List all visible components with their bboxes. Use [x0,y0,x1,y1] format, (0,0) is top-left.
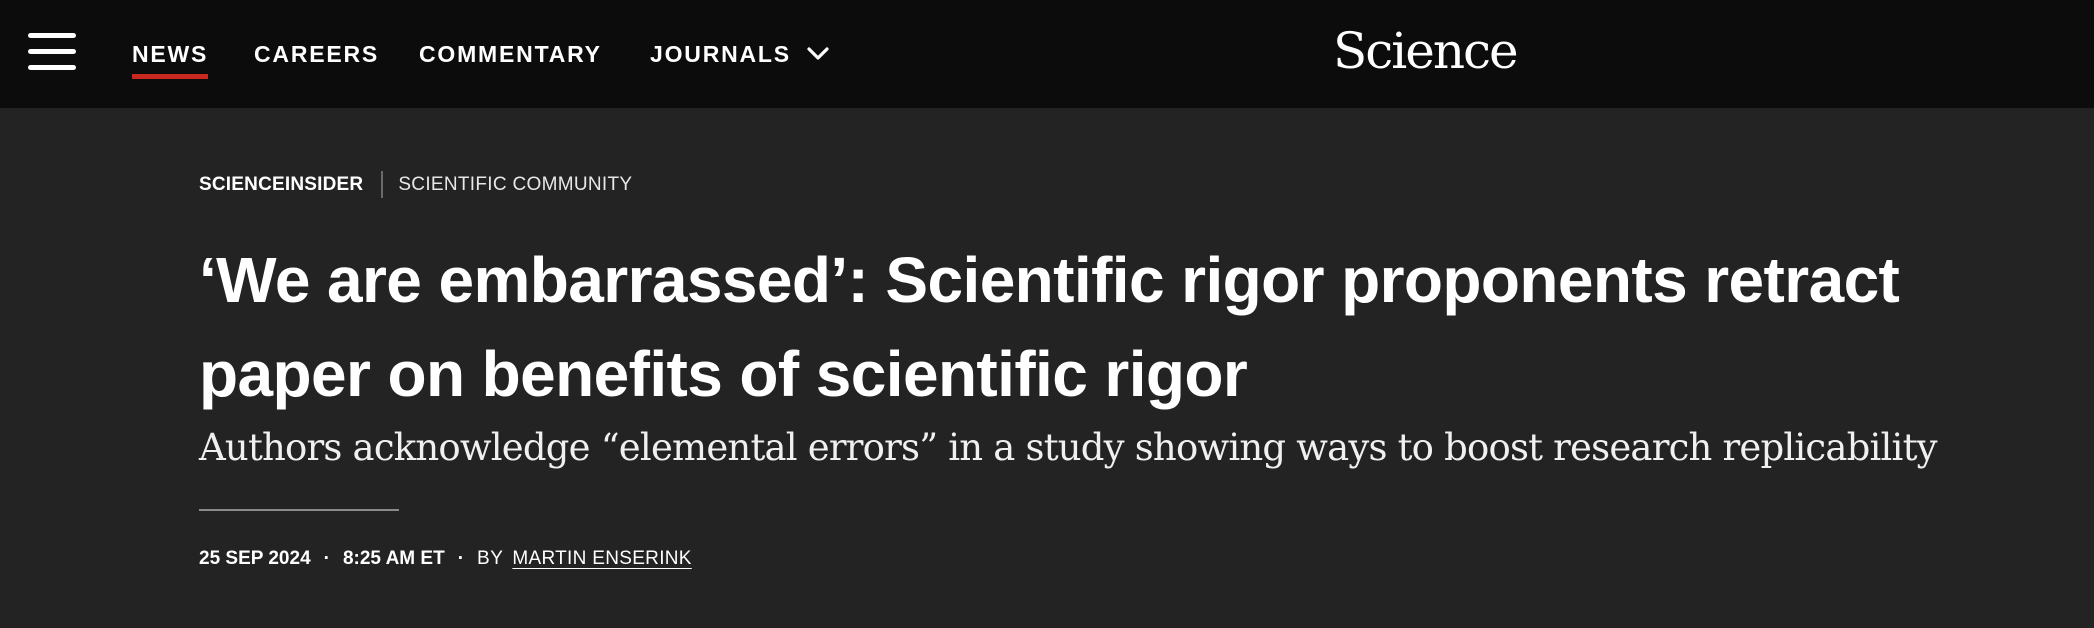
kicker-divider [381,171,384,198]
publish-time: 8:25 AM ET [342,548,445,569]
separator-dot: · [457,548,465,569]
nav-item-careers[interactable]: CAREERS [254,0,379,108]
separator-dot: · [323,548,330,569]
divider-rule [199,509,399,511]
subsection-label[interactable]: SCIENTIFIC COMMUNITY [398,173,633,195]
author-link[interactable]: MARTIN ENSERINK [512,548,692,569]
nav-item-label: NEWS [132,40,209,67]
nav-item-commentary[interactable]: COMMENTARY [419,0,602,108]
article-dek: Authors acknowledge “elemental errors” i… [199,426,1938,469]
science-logo[interactable]: Science [1333,22,1519,80]
nav-item-label: JOURNALS [650,40,791,67]
by-label: BY [477,548,504,569]
nav-item-label: CAREERS [254,40,380,67]
article-byline: 25 SEP 2024 · 8:25 AM ET · BY MARTIN ENS… [199,548,692,570]
chevron-down-icon[interactable] [807,47,829,61]
article-headline: ‘We are embarrassed’: Scientific rigor p… [199,244,1900,410]
publish-date: 25 SEP 2024 [199,548,311,569]
nav-item-label: COMMENTARY [419,40,602,67]
active-nav-underline [132,74,209,79]
hamburger-menu-icon[interactable] [28,33,76,71]
nav-item-journals[interactable]: JOURNALS [650,0,829,108]
nav-item-news[interactable]: NEWS [132,0,209,108]
article-kicker: SCIENCEINSIDER SCIENTIFIC COMMUNITY [199,171,632,198]
top-navigation-bar: NEWS CAREERS COMMENTARY JOURNALS Science [0,0,2094,108]
section-label[interactable]: SCIENCEINSIDER [199,173,364,195]
